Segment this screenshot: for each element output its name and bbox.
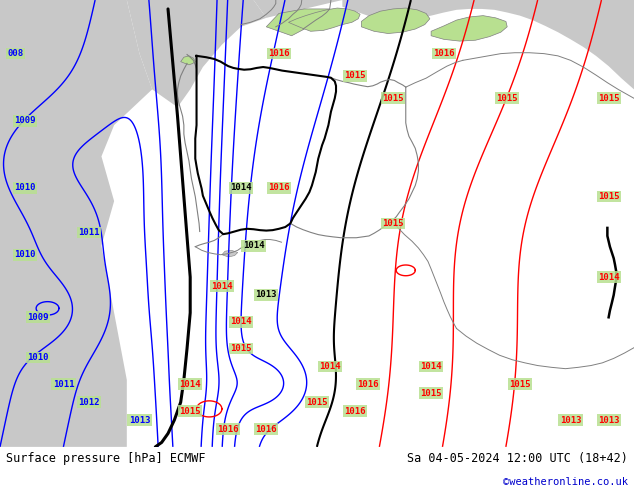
Polygon shape bbox=[342, 0, 634, 89]
Text: 008: 008 bbox=[8, 49, 24, 58]
Polygon shape bbox=[288, 8, 360, 31]
Text: 1012: 1012 bbox=[78, 398, 100, 407]
Text: Sa 04-05-2024 12:00 UTC (18+42): Sa 04-05-2024 12:00 UTC (18+42) bbox=[407, 452, 628, 466]
Text: 1014: 1014 bbox=[230, 317, 252, 326]
Text: 1015: 1015 bbox=[230, 344, 252, 353]
Text: 1015: 1015 bbox=[509, 380, 531, 389]
Text: 1016: 1016 bbox=[433, 49, 455, 58]
Text: 1014: 1014 bbox=[243, 241, 264, 250]
Polygon shape bbox=[254, 0, 342, 18]
Text: 1011: 1011 bbox=[78, 228, 100, 237]
Text: 1016: 1016 bbox=[268, 49, 290, 58]
Text: ©weatheronline.co.uk: ©weatheronline.co.uk bbox=[503, 477, 628, 487]
Text: 1009: 1009 bbox=[15, 116, 36, 125]
Text: Surface pressure [hPa] ECMWF: Surface pressure [hPa] ECMWF bbox=[6, 452, 206, 466]
Polygon shape bbox=[0, 0, 152, 447]
Text: 1016: 1016 bbox=[256, 424, 277, 434]
Polygon shape bbox=[222, 250, 238, 257]
Text: 1014: 1014 bbox=[179, 380, 201, 389]
Text: 1013: 1013 bbox=[129, 416, 150, 424]
Text: 1009: 1009 bbox=[27, 313, 49, 322]
Text: 1015: 1015 bbox=[598, 192, 619, 201]
Polygon shape bbox=[127, 0, 266, 107]
Polygon shape bbox=[266, 9, 330, 36]
Text: 1016: 1016 bbox=[268, 183, 290, 192]
Text: 1013: 1013 bbox=[598, 416, 619, 424]
Polygon shape bbox=[361, 8, 430, 33]
Polygon shape bbox=[431, 16, 507, 41]
Text: 1010: 1010 bbox=[15, 183, 36, 192]
Text: 1014: 1014 bbox=[598, 272, 619, 282]
Text: 1014: 1014 bbox=[211, 281, 233, 291]
Text: 1015: 1015 bbox=[598, 94, 619, 103]
Text: 1014: 1014 bbox=[230, 183, 252, 192]
Text: 1015: 1015 bbox=[344, 72, 366, 80]
Text: 1011: 1011 bbox=[53, 380, 74, 389]
Text: 1015: 1015 bbox=[496, 94, 518, 103]
Text: 1015: 1015 bbox=[306, 398, 328, 407]
Text: 1016: 1016 bbox=[217, 424, 239, 434]
Text: 1010: 1010 bbox=[15, 250, 36, 259]
Text: 1013: 1013 bbox=[256, 291, 277, 299]
Text: 1016: 1016 bbox=[344, 407, 366, 416]
Text: 1015: 1015 bbox=[382, 94, 404, 103]
Text: 1015: 1015 bbox=[420, 389, 442, 398]
Text: 1010: 1010 bbox=[27, 353, 49, 362]
Text: 1014: 1014 bbox=[319, 362, 340, 371]
Text: 1014: 1014 bbox=[420, 362, 442, 371]
Text: 1016: 1016 bbox=[357, 380, 378, 389]
Text: 1015: 1015 bbox=[382, 219, 404, 228]
Text: 1015: 1015 bbox=[179, 407, 201, 416]
Polygon shape bbox=[181, 56, 195, 65]
Text: 1013: 1013 bbox=[560, 416, 581, 424]
